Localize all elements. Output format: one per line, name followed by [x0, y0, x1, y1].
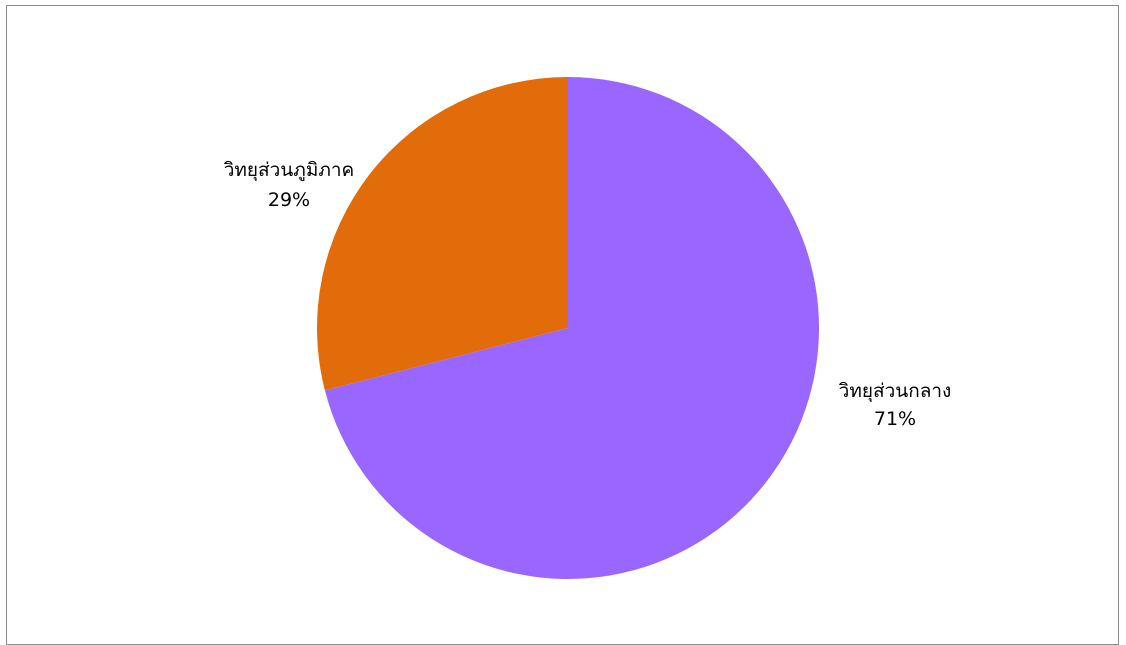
slice-label-regional-percent: 29%	[268, 189, 310, 211]
pie-slices	[317, 77, 820, 579]
slice-label-regional-name: วิทยุส่วนภูมิภาค	[223, 159, 354, 182]
pie-labels: วิทยุส่วนกลาง 71% วิทยุส่วนภูมิภาค 29%	[223, 159, 951, 430]
slice-label-central-percent: 71%	[874, 408, 916, 430]
pie-slice-regional	[317, 77, 568, 391]
slice-label-central-name: วิทยุส่วนกลาง	[838, 380, 951, 403]
pie-slice-central	[324, 77, 820, 579]
